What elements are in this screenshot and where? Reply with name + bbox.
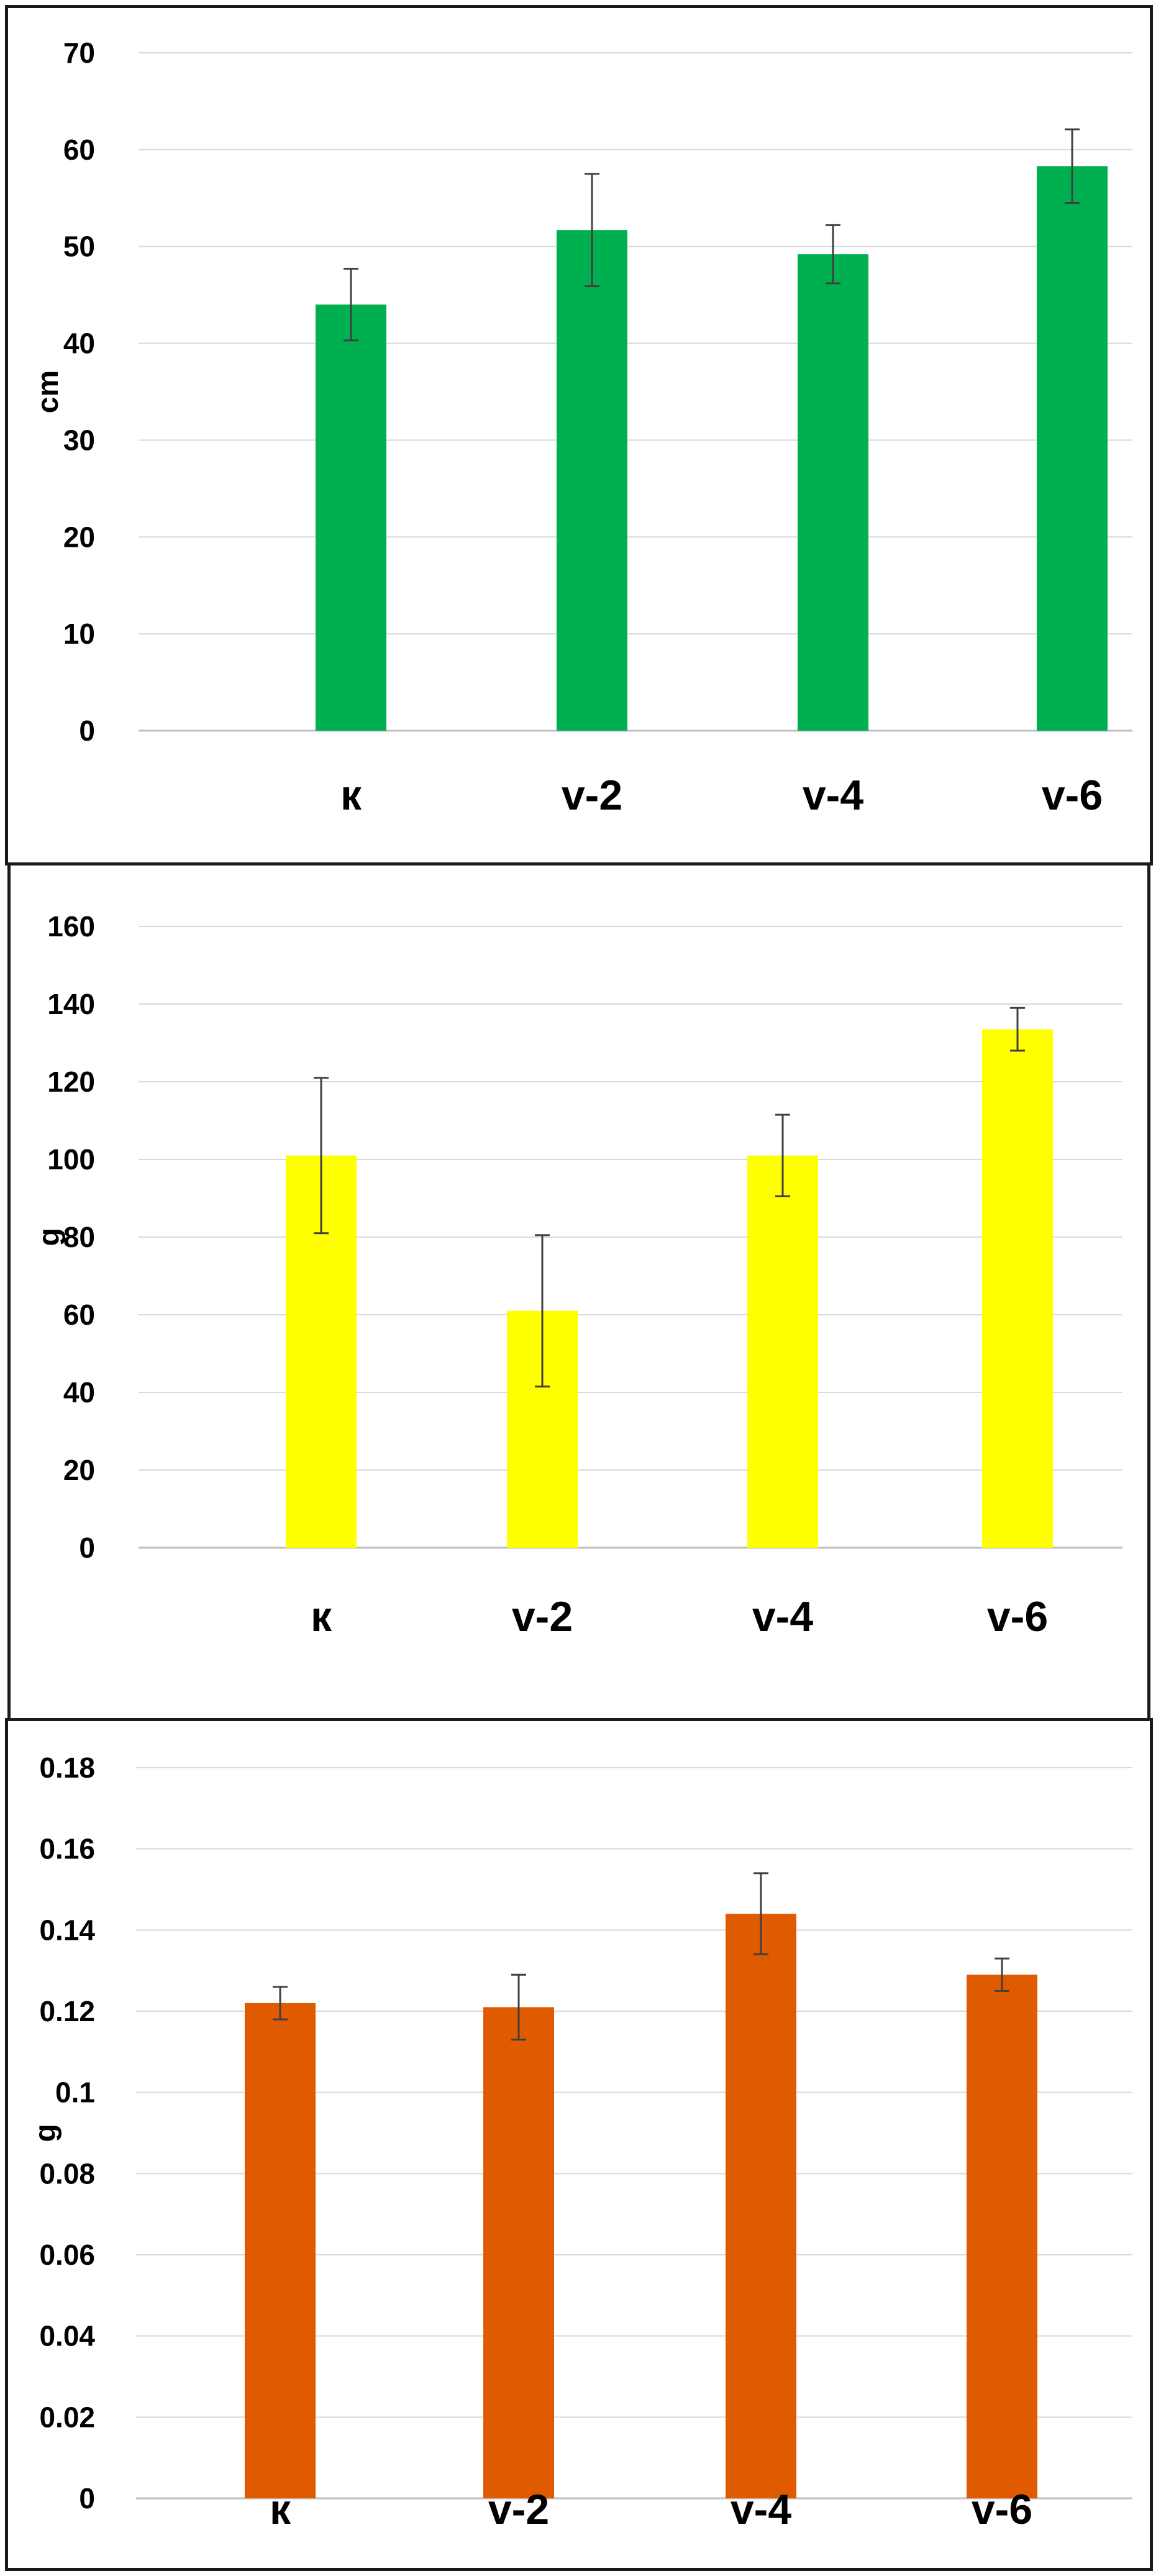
y-tick-label: 0.18 xyxy=(39,1752,95,1784)
category-label: v-6 xyxy=(972,2486,1032,2533)
y-tick-label: 0.02 xyxy=(39,2401,95,2433)
bar xyxy=(982,1029,1053,1548)
y-tick-label: 30 xyxy=(63,424,95,456)
y-axis-title: cm xyxy=(32,370,65,413)
y-tick-label: 20 xyxy=(63,1454,95,1486)
fresh-weight-bar-chart: 0 20 40 60 80 100 120 140 160 g к v-2 v-4 v-6 xyxy=(33,910,1122,1640)
category-label: к xyxy=(340,772,362,819)
chart-panel-fresh-weight: 0 20 40 60 80 100 120 140 160 g к v-2 v-4 v-6 xyxy=(7,862,1150,1721)
category-label: к xyxy=(270,2486,291,2533)
y-tick-label: 100 xyxy=(47,1143,95,1176)
y-tick-label: 0.1 xyxy=(55,2076,95,2109)
bar xyxy=(726,1914,796,2498)
y-tick-label: 0.04 xyxy=(39,2320,95,2352)
y-tick-label: 0 xyxy=(79,715,95,747)
bar xyxy=(1037,166,1108,731)
y-tick-label: 0.16 xyxy=(39,1833,95,1865)
dry-weight-bar-chart: 0 0.02 0.04 0.06 0.08 0.1 0.12 0.14 0.16 0.18 g к v-… xyxy=(29,1752,1132,2533)
y-tick-label: 80 xyxy=(63,1221,95,1253)
category-label: v-4 xyxy=(731,2486,791,2533)
category-label: к xyxy=(311,1593,332,1640)
y-tick-label: 20 xyxy=(63,521,95,553)
bar xyxy=(483,2007,554,2498)
y-tick-label: 60 xyxy=(63,1299,95,1331)
bar xyxy=(798,254,868,731)
category-label: v-2 xyxy=(562,772,622,819)
y-axis-title: g xyxy=(33,1228,66,1246)
chart-panel-dry-weight: 0 0.02 0.04 0.06 0.08 0.1 0.12 0.14 0.16 0.18 g к v-… xyxy=(5,1718,1153,2571)
y-tick-label: 10 xyxy=(63,618,95,650)
y-tick-label: 70 xyxy=(63,37,95,69)
y-tick-label: 40 xyxy=(63,327,95,360)
category-label: v-4 xyxy=(803,772,863,819)
category-label: v-6 xyxy=(987,1593,1048,1640)
y-tick-label: 40 xyxy=(63,1376,95,1409)
category-label: v-2 xyxy=(488,2486,549,2533)
y-tick-label: 0.06 xyxy=(39,2239,95,2271)
y-tick-label: 160 xyxy=(47,910,95,943)
height-bar-chart: 0 10 20 30 40 50 60 70 cm к v-2 v-4 v-6 xyxy=(32,37,1132,819)
category-label: v-6 xyxy=(1042,772,1103,819)
y-tick-label: 140 xyxy=(47,988,95,1020)
category-label: v-2 xyxy=(512,1593,573,1640)
category-label: v-4 xyxy=(752,1593,813,1640)
y-tick-label: 120 xyxy=(47,1066,95,1098)
bar xyxy=(557,230,627,731)
y-tick-label: 50 xyxy=(63,231,95,263)
y-tick-label: 0.08 xyxy=(39,2157,95,2190)
bar xyxy=(316,304,386,731)
bar xyxy=(967,1975,1037,2498)
chart-panel-height: 0 10 20 30 40 50 60 70 cm к v-2 v-4 v-6 xyxy=(5,5,1153,866)
y-tick-label: 0 xyxy=(79,1532,95,1564)
y-tick-label: 0.14 xyxy=(39,1914,95,1946)
y-axis-title: g xyxy=(29,2124,62,2142)
bar xyxy=(747,1155,818,1548)
y-tick-label: 60 xyxy=(63,134,95,166)
y-tick-label: 0.12 xyxy=(39,1995,95,2027)
bar xyxy=(245,2003,316,2498)
y-tick-label: 0 xyxy=(79,2482,95,2514)
